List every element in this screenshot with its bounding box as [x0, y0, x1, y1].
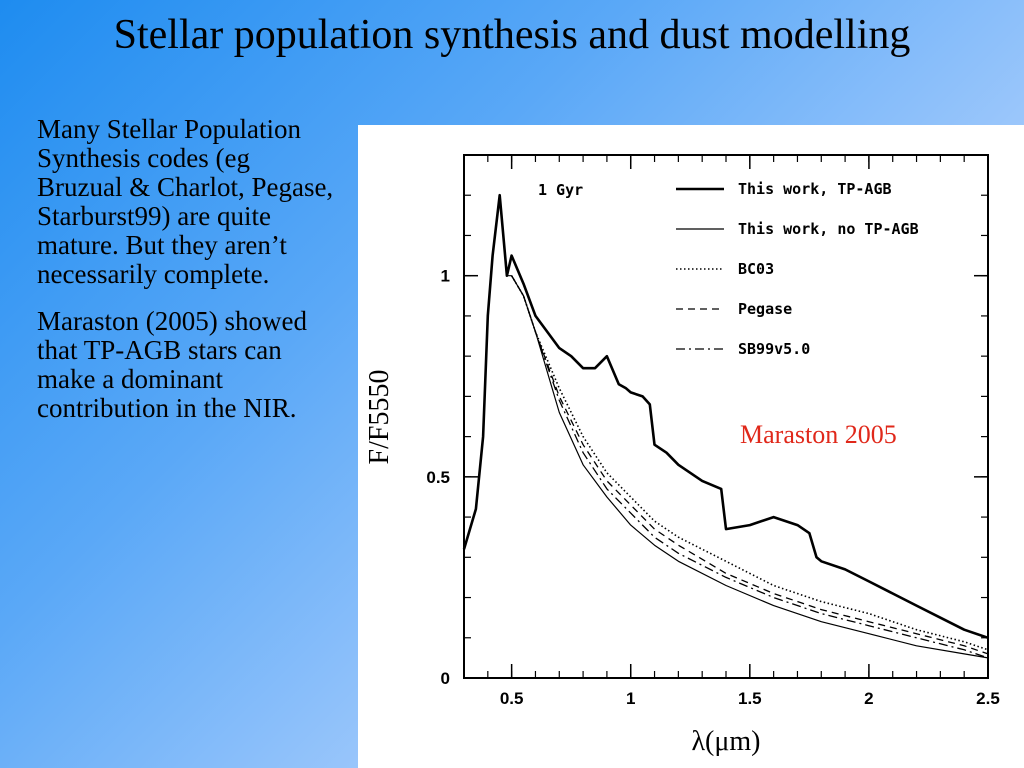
x-tick-label: 2.5	[976, 689, 1000, 708]
paragraph-maraston: Maraston (2005) showed that TP-AGB stars…	[37, 306, 307, 423]
y-tick-label: 1	[441, 267, 450, 286]
y-axis-title: F/F5550	[364, 370, 395, 465]
series-line-0	[462, 193, 989, 640]
axis-ticks: 0.5 1 1.5 2 2.5 0 0.5 1	[426, 154, 1000, 708]
series-line-2	[510, 275, 989, 651]
series-line-1	[463, 194, 989, 659]
series-group	[462, 193, 989, 659]
y-tick-label: 0.5	[426, 468, 450, 487]
x-tick-label: 1	[626, 689, 635, 708]
legend-label: SB99v5.0	[738, 340, 810, 358]
paragraph-spс-codes: Many Stellar Population Synthesis codes …	[37, 114, 334, 289]
inset-label: 1 Gyr	[538, 181, 583, 199]
legend-label: BC03	[738, 260, 774, 278]
legend: This work, TP-AGB This work, no TP-AGB BC0…	[676, 180, 919, 358]
slide-title: Stellar population synthesis and dust mo…	[113, 12, 911, 58]
legend-label: This work, no TP-AGB	[738, 220, 919, 238]
chart-figure: 0.5 1 1.5 2 2.5 0 0.5 1 This work, TP-AGB This w…	[358, 125, 1024, 768]
x-tick-label: 0.5	[500, 689, 524, 708]
legend-label: Pegase	[738, 300, 792, 318]
maraston-annotation: Maraston 2005	[740, 420, 897, 449]
series-line-4	[511, 275, 989, 659]
bullet-list: Many Stellar Population Synthesis codes …	[37, 115, 342, 441]
x-tick-label: 1.5	[738, 689, 762, 708]
x-axis-title: λ(μm)	[691, 726, 760, 757]
y-tick-label: 0	[441, 669, 450, 688]
series-line-3	[511, 275, 989, 655]
x-tick-label: 2	[864, 689, 873, 708]
legend-label: This work, TP-AGB	[738, 180, 892, 198]
